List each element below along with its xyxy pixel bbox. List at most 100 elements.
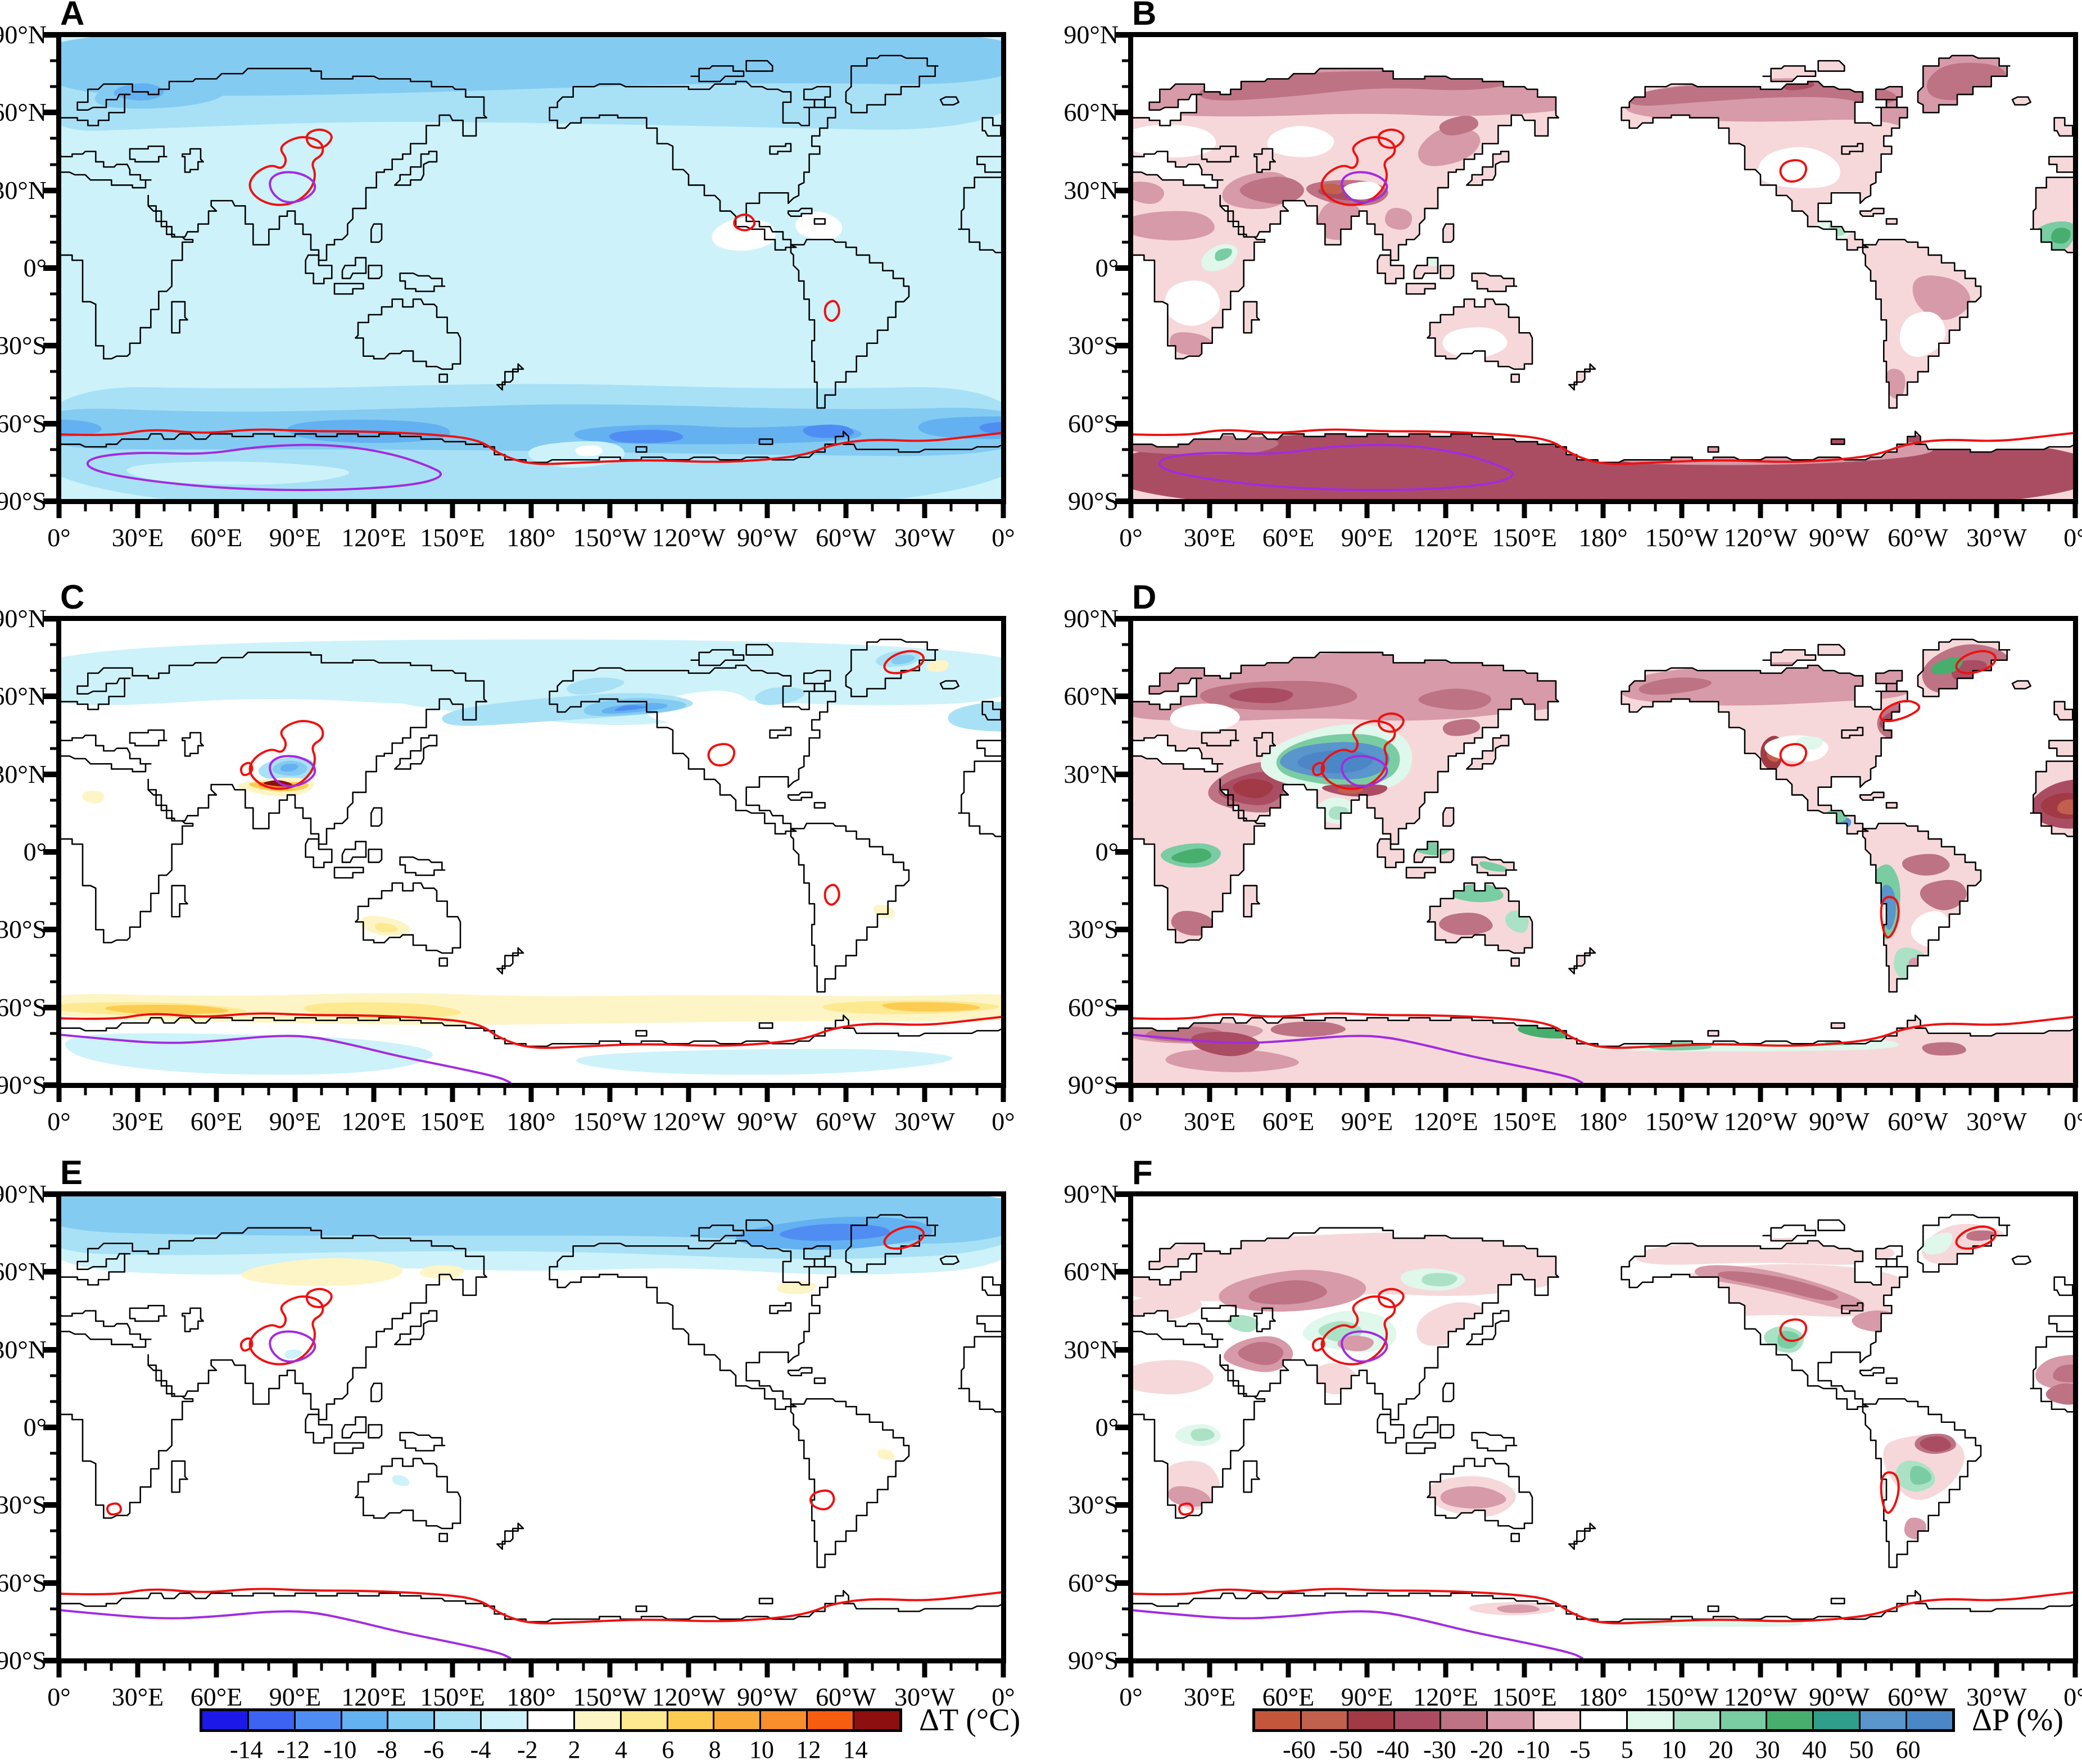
coastline [958,176,1003,256]
axis-tick-y [1122,824,1131,828]
map-temperature-C [59,619,1003,1085]
axis-tick-y [50,1607,59,1611]
axis-label-lon: 150°E [420,1107,485,1136]
axis-tick-y [1115,1082,1131,1088]
purple-contour [86,443,442,491]
purple-contour [1341,755,1388,787]
coastlines [59,638,1003,1085]
axis-tick-x [1260,501,1264,511]
axis-tick-x [818,1085,821,1095]
axis-tick-y [43,1191,59,1197]
shade-region [803,424,854,438]
axis-tick-x [764,1085,770,1102]
axis-tick-y [50,1400,59,1403]
field-shading [59,35,1003,501]
coastline [549,664,836,835]
shade-region [1439,115,1479,135]
axis-tick-x [635,501,638,511]
axis-label-lon: 0° [1119,523,1143,552]
axis-tick-y [43,616,59,622]
lake-outline [1253,732,1276,757]
shade-region [59,639,1003,705]
coastline [2053,701,2074,721]
axis-label-lat: 60°N [0,1257,47,1286]
axis-label-lon: 120°W [651,1107,726,1136]
axis-label-lon: 90°E [269,523,322,552]
red-contour [883,650,925,674]
axis-label-lon: 150°W [573,1683,647,1711]
axis-tick-y [1122,137,1131,140]
shade-region [1921,1232,1953,1255]
coastline [1917,638,2011,697]
axis-tick-x [477,1661,481,1671]
axis-tick-x [1732,1085,1736,1095]
axis-label-lon: 150°W [1645,1683,1719,1711]
axis-label-lon: 60°E [1262,523,1315,552]
lake-outline [129,146,168,163]
coastlines [59,1214,1003,1661]
colorbar-cell [853,1711,899,1729]
coastline [758,1022,773,1029]
axis-label-lon: 30°W [894,1107,955,1136]
axis-label-lon: 90°W [737,1683,798,1711]
coastline [1442,1382,1455,1403]
axis-tick-x [110,1661,113,1671]
axis-tick-x [1890,1661,1893,1671]
shade-region [1215,248,1232,261]
coastline [1510,957,1520,967]
axis-label-lon: 150°W [1645,1107,1719,1136]
axis-label-lon: 30°E [1183,1107,1236,1136]
axis-tick-y [1122,85,1131,88]
axis-tick-x [1418,501,1421,511]
shade-region [1910,1466,1932,1485]
coastline [1707,1030,1719,1037]
coastline [1466,1310,1510,1345]
axis-tick-x [1915,1661,1921,1677]
shade-region [1418,688,1491,710]
coastline [399,272,446,292]
axis-label-lon: 0° [1119,1107,1143,1136]
shade-region [1418,126,1481,166]
colorbar-tick-label: 60 [1895,1736,1921,1763]
panel-C: C 0° 30°E 60°E 90°E 120°E 150°E 180° 150°W 120°W… [0,581,1015,1135]
axis-label-lat: 60°S [0,992,47,1022]
axis-tick-y [50,1556,59,1559]
axis-label-lat: 30°N [0,175,47,205]
axis-tick-x [1864,1661,1867,1671]
axis-tick-y [1122,318,1131,321]
axis-tick-x [84,501,87,511]
axis-tick-y [50,448,59,451]
contour-lines [59,128,1003,491]
axis-tick-x [503,1085,506,1095]
axis-label-lat: 60°S [1068,1568,1119,1597]
colorbar-tick-label: -2 [517,1736,538,1763]
coastline [1621,664,1908,835]
axis-tick-y [1122,292,1131,296]
axis-tick-x [135,501,141,518]
coastline [1243,885,1260,918]
lake-outline [1253,148,1276,173]
panel-letter-C: C [60,578,85,616]
axis-label-lon: 120°W [651,523,726,552]
coastline [399,856,446,876]
shade-region [891,655,915,665]
axis-tick-y [1122,241,1131,244]
axis-tick-x [241,1085,245,1095]
shade-region [375,923,398,932]
axis-tick-x [135,1661,141,1677]
axis-tick-y [50,643,59,646]
axis-tick-y [1122,1529,1131,1532]
shade-region [1233,778,1273,799]
coastline [1131,651,1559,944]
lake-outline [1841,727,1864,739]
shade-region [2045,1383,2075,1405]
axis-label-lon: 30°W [1966,1107,2027,1136]
axis-tick-x [556,501,559,511]
coastline [1405,1442,1436,1454]
shade-region [1337,1335,1374,1352]
axis-label-lat: 30°N [0,759,47,788]
colorbar-tick-label: -5 [1570,1736,1591,1763]
coastline [1442,223,1455,243]
shade-region [1131,1295,1202,1322]
coastline [745,1219,773,1231]
